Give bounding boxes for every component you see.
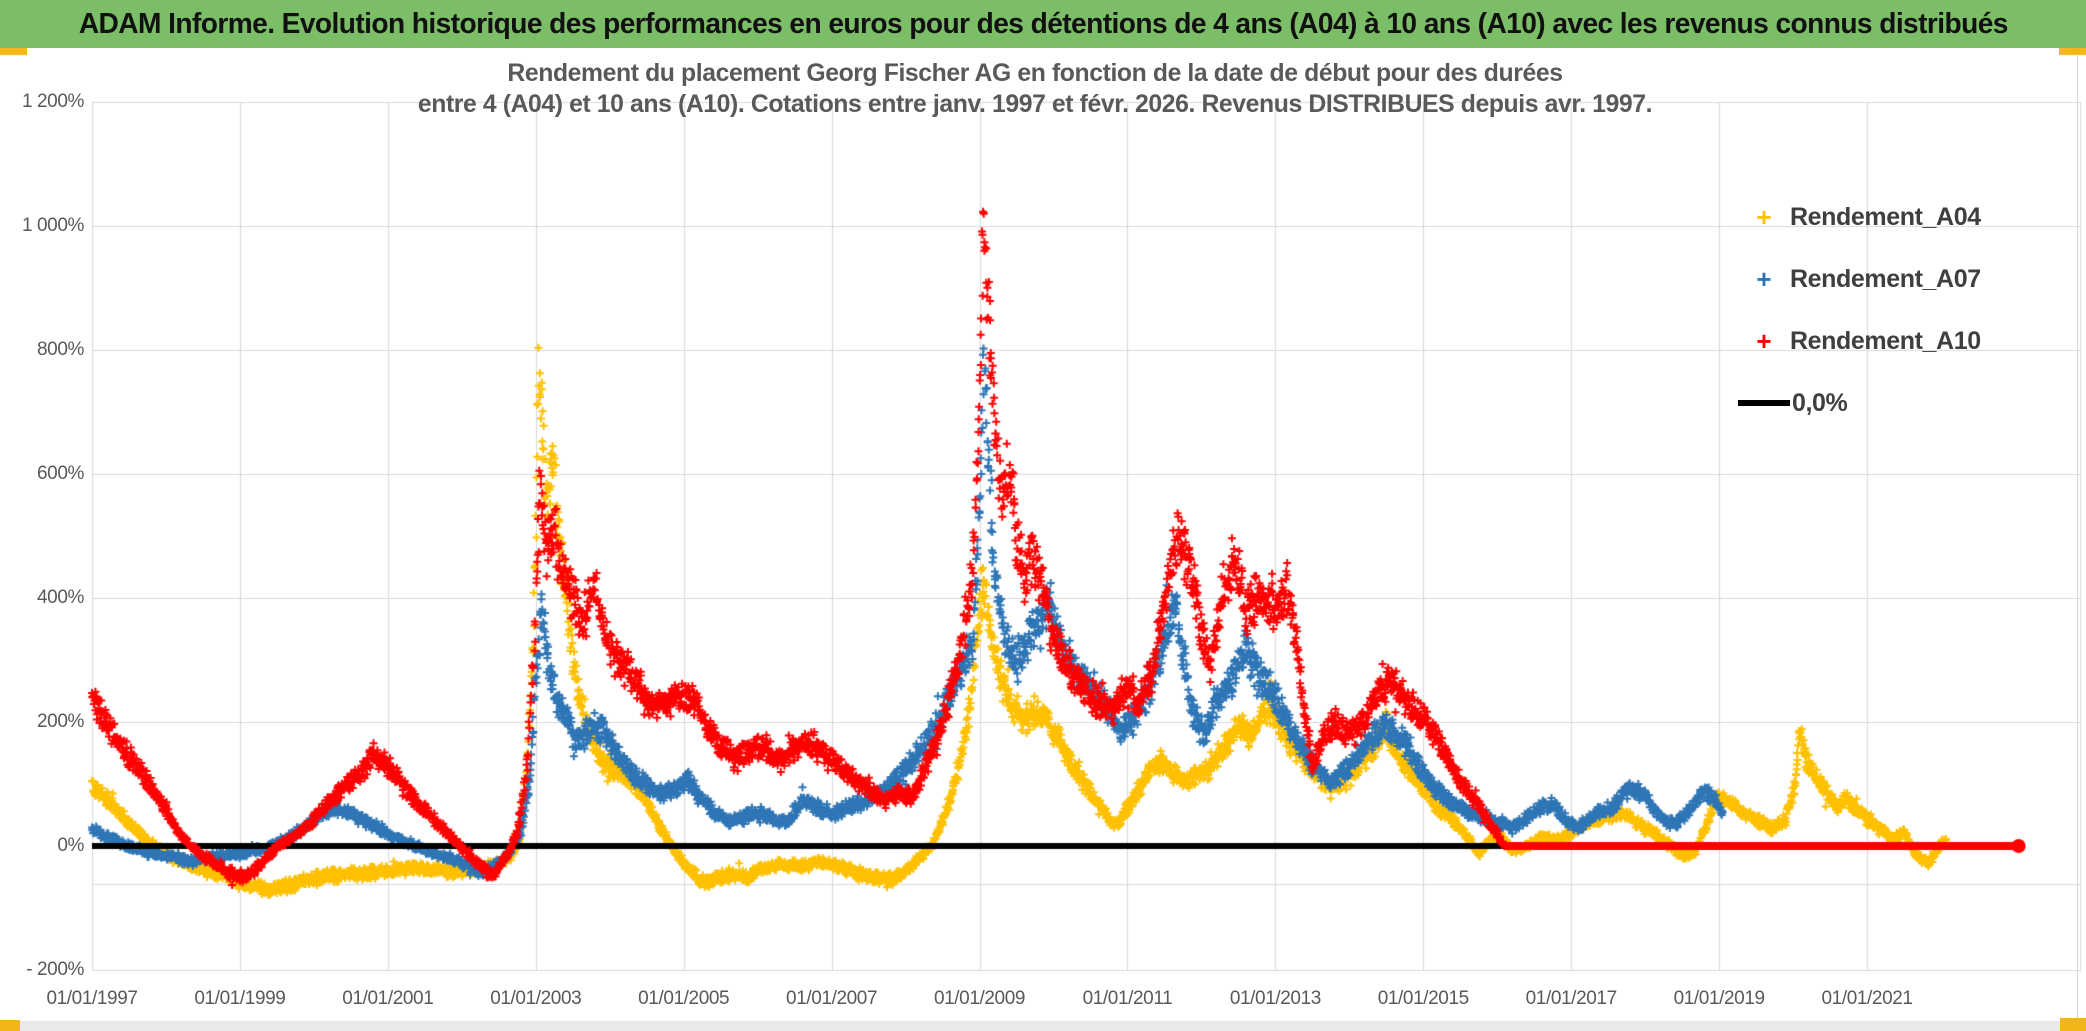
x-tick-label: 01/01/2007 — [786, 988, 878, 1009]
x-tick-label: 01/01/2021 — [1821, 988, 1913, 1009]
worksheet-row-band — [0, 1021, 2086, 1031]
plus-marker-icon: + — [1756, 326, 1772, 356]
y-tick-label: - 200% — [26, 959, 84, 980]
plus-marker-icon: + — [1756, 202, 1772, 232]
x-tick-label: 01/01/2019 — [1673, 988, 1765, 1009]
chart-title-line2: entre 4 (A04) et 10 ans (A10). Cotations… — [417, 90, 1653, 118]
chart-title: Rendement du placement Georg Fischer AG … — [300, 58, 1770, 120]
y-tick-label: 800% — [37, 339, 84, 360]
y-tick-label: 400% — [37, 587, 84, 608]
cell-highlight-bottom-right — [2060, 1018, 2086, 1031]
plus-marker-icon: + — [1756, 264, 1772, 294]
x-tick-label: 01/01/1997 — [46, 988, 138, 1009]
legend-item-rendement-a10[interactable]: + Rendement_A10 — [1738, 310, 2068, 372]
x-tick-label: 01/01/2005 — [638, 988, 730, 1009]
legend-label: Rendement_A04 — [1790, 202, 1981, 231]
chart-object-border — [2077, 55, 2078, 1018]
x-tick-label: 01/01/2017 — [1525, 988, 1617, 1009]
legend-item-rendement-a07[interactable]: + Rendement_A07 — [1738, 248, 2068, 310]
x-tick-label: 01/01/2003 — [490, 988, 582, 1009]
legend-label: 0,0% — [1792, 388, 1848, 417]
legend-label: Rendement_A07 — [1790, 264, 1981, 293]
x-tick-label: 01/01/2015 — [1377, 988, 1469, 1009]
x-tick-label: 01/01/2009 — [933, 988, 1026, 1009]
x-tick-label: 01/01/2001 — [342, 988, 434, 1009]
line-marker-icon — [1738, 400, 1790, 406]
chart-title-line1: Rendement du placement Georg Fischer AG … — [507, 59, 1563, 87]
y-tick-label: 1 000% — [21, 215, 84, 236]
x-tick-label: 01/01/1999 — [194, 988, 286, 1009]
chart-legend[interactable]: + Rendement_A04 + Rendement_A07 + Rendement_A… — [1738, 186, 2068, 434]
legend-label: Rendement_A10 — [1790, 326, 1981, 355]
legend-item-rendement-a04[interactable]: + Rendement_A04 — [1738, 186, 2068, 248]
y-tick-label: 200% — [37, 711, 84, 732]
cell-highlight-bottom-left — [0, 1020, 20, 1031]
y-tick-label: 0% — [57, 835, 84, 856]
y-tick-label: 1 200% — [21, 91, 84, 112]
x-tick-label: 01/01/2011 — [1082, 988, 1173, 1009]
y-tick-label: 600% — [37, 463, 84, 484]
x-tick-label: 01/01/2013 — [1229, 988, 1321, 1009]
legend-item-0-0-[interactable]: 0,0% — [1738, 372, 2068, 434]
